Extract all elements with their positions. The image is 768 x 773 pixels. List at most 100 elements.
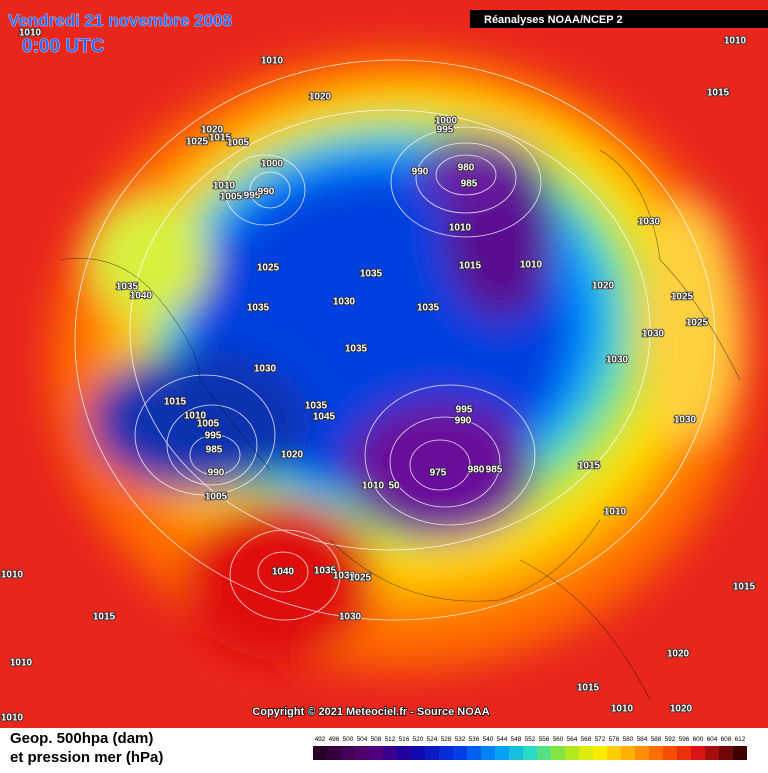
source: Réanalyses NOAA/NCEP 2 [484,14,623,26]
scale-label: 584 [637,736,648,743]
scale-swatch [691,746,705,760]
isobar-label: 1015 [209,133,232,144]
isobar-label: 1000 [435,116,458,127]
isobar-label: 1040 [272,567,295,578]
scale-swatch [551,746,565,760]
isobar-label: 1035 [247,303,270,314]
isobar-label: 1035 [417,303,440,314]
scale-swatch [663,746,677,760]
isobar-label: 1035 [360,269,383,280]
isobar-label: 995 [456,405,473,416]
isobar-label: 1000 [261,159,284,170]
scale-label: 580 [623,736,634,743]
scale-label: 560 [553,736,564,743]
isobar-label: 1035 [116,282,139,293]
scale-swatch [383,746,397,760]
isobar-label: 1030 [638,217,661,228]
isobar-label: 990 [258,187,275,198]
isobar-label: 1010 [724,36,747,47]
isobar-label: 1030 [642,329,665,340]
scale-label: 496 [329,736,340,743]
scale-label: 540 [483,736,494,743]
isobar-label: 1005 [220,192,243,203]
scale-label: 608 [721,736,732,743]
isobar-label: 980 [468,465,485,476]
scale-swatch [453,746,467,760]
scale-swatch [537,746,551,760]
isobar-label: 985 [461,179,478,190]
isobar-label: 1030 [333,297,356,308]
scale-swatch [467,746,481,760]
scale-swatch [425,746,439,760]
copyright: Copyright © 2021 Meteociel.fr - Source N… [252,706,489,718]
isobar-label: 1010 [261,56,284,67]
scale-swatch [397,746,411,760]
scale-label: 604 [707,736,718,743]
coastlines [59,149,741,701]
scale-swatch [705,746,719,760]
legend-line2: et pression mer (hPa) [10,749,163,766]
scale-swatch [593,746,607,760]
scale-label: 588 [651,736,662,743]
scale-label: 504 [357,736,368,743]
isobars [74,59,716,621]
scale-swatch [327,746,341,760]
scale-swatch [733,746,747,760]
isobar-label: 1030 [333,571,356,582]
isobar-label: 1015 [707,88,730,99]
date: Vendredi 21 novembre 2008 [8,11,232,30]
scale-swatch [565,746,579,760]
isobar-label: 985 [206,445,223,456]
scale-label: 536 [469,736,480,743]
scale-label: 544 [497,736,508,743]
scale-label: 568 [581,736,592,743]
isobar-label: 995 [437,125,454,136]
scale-swatch [677,746,691,760]
isobar-label: 1010 [520,260,543,271]
isobar-label: 1015 [577,683,600,694]
isobar-label: 985 [486,465,503,476]
scale-label: 516 [399,736,410,743]
time: 0:00 UTC [22,36,105,57]
scale-swatch [341,746,355,760]
isobar-label: 1040 [130,291,153,302]
isobar-label: 1025 [349,573,372,584]
isobar-label: 1025 [686,318,709,329]
scale-label: 612 [735,736,746,743]
scale-label: 512 [385,736,396,743]
isobar-label: 1010 [1,713,24,724]
scale-label: 528 [441,736,452,743]
scale-swatch [369,746,383,760]
scale-swatch [719,746,733,760]
scale-swatch [355,746,369,760]
isobar-label: 1010 [449,223,472,234]
scale-swatch [509,746,523,760]
isobar-label: 1015 [733,582,756,593]
isobar-label: 990 [208,468,225,479]
scale-swatch [607,746,621,760]
scale-swatch [481,746,495,760]
scale-label: 556 [539,736,550,743]
scale-label: 492 [315,736,326,743]
scale-label: 532 [455,736,466,743]
isobar-label: 1045 [313,412,336,423]
isobar-label: 1010 [604,507,627,518]
isobar-label: 1030 [339,612,362,623]
isobar-label: 1020 [592,281,615,292]
isobar-label: 1015 [164,397,187,408]
scale-label: 552 [525,736,536,743]
isobar-label: 1035 [345,344,368,355]
isobar-label: 1005 [205,492,228,503]
isobar-label: 1015 [459,261,482,272]
isobar-label: 1020 [201,125,224,136]
scale-swatch [649,746,663,760]
scale-swatch [411,746,425,760]
scale-swatch [523,746,537,760]
isobar-label: 1025 [671,292,694,303]
isobar-label: 995 [205,431,222,442]
isobar-label: 1025 [186,137,209,148]
isobar-label: 1015 [578,461,601,472]
